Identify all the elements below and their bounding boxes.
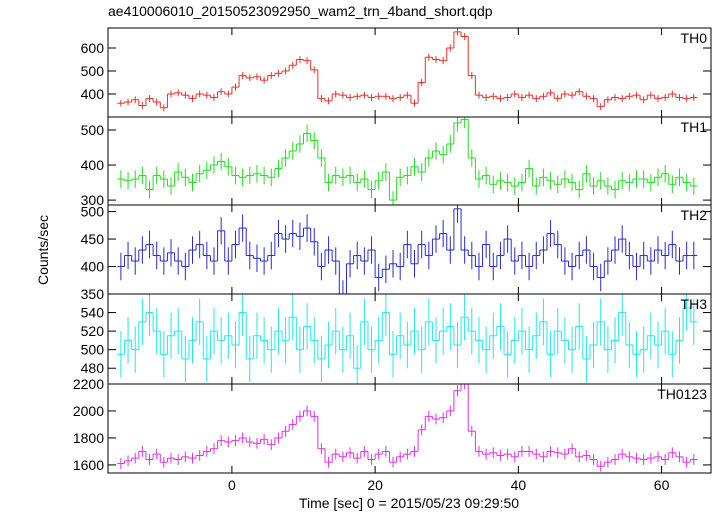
panel — [117, 117, 698, 205]
y-tick-label: 1600 — [73, 457, 104, 473]
y-tick-label: 520 — [81, 323, 105, 339]
panel-label: TH1 — [681, 119, 708, 135]
x-axis-label: Time [sec] 0 = 2015/05/23 09:29:50 — [299, 495, 519, 511]
panel-label: TH0 — [681, 30, 708, 46]
y-tick-label: 500 — [81, 63, 105, 79]
axes — [107, 383, 712, 474]
x-tick-label: 20 — [367, 477, 383, 493]
y-tick-label: 1800 — [73, 430, 104, 446]
panel-label: TH0123 — [657, 386, 707, 402]
panel-frame — [107, 116, 712, 206]
panel-frame — [107, 383, 712, 474]
y-tick-label: 540 — [81, 305, 105, 321]
x-tick-label: 40 — [511, 477, 527, 493]
panel-frame — [107, 27, 712, 118]
panel — [117, 294, 698, 384]
y-tick-label: 500 — [81, 342, 105, 358]
x-tick-label: 0 — [228, 477, 236, 493]
axes — [107, 293, 712, 385]
y-tick-label: 600 — [81, 40, 105, 56]
panel-frame — [107, 204, 712, 295]
panel-frame — [107, 293, 712, 385]
panel-label: TH2 — [681, 207, 708, 223]
chart-title: ae410006010_20150523092950_wam2_trn_4ban… — [108, 3, 493, 19]
panel — [117, 28, 698, 112]
panel-label: TH3 — [681, 296, 708, 312]
y-tick-label: 450 — [81, 231, 105, 247]
y-tick-label: 300 — [81, 192, 105, 208]
y-tick-label: 500 — [81, 204, 105, 220]
y-tick-label: 400 — [81, 259, 105, 275]
panel — [117, 384, 698, 472]
x-tick-label: 60 — [654, 477, 670, 493]
axes — [107, 116, 712, 206]
y-tick-label: 400 — [81, 157, 105, 173]
y-tick-label: 2200 — [73, 376, 104, 392]
axes — [107, 27, 712, 118]
y-tick-label: 500 — [81, 122, 105, 138]
y-tick-label: 350 — [81, 286, 105, 302]
y-tick-label: 400 — [81, 86, 105, 102]
y-axis-label: Counts/sec — [35, 215, 51, 285]
y-tick-label: 480 — [81, 360, 105, 376]
axes — [107, 204, 712, 295]
y-tick-label: 2000 — [73, 403, 104, 419]
panel — [117, 205, 698, 294]
